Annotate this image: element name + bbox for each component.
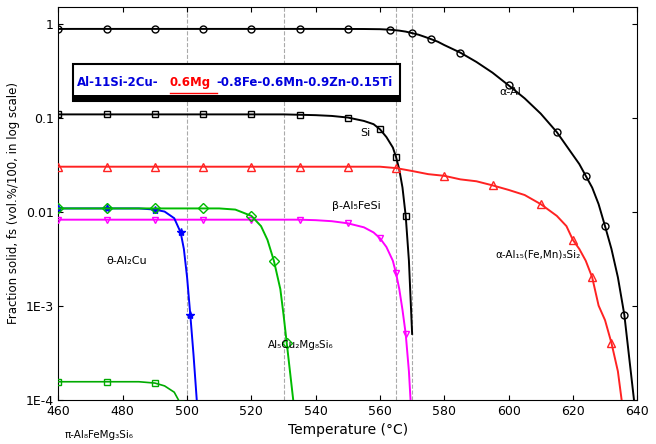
Text: Al-11Si-2Cu-: Al-11Si-2Cu- xyxy=(77,76,159,89)
Text: α-Al₁₅(Fe,Mn)₃Si₂: α-Al₁₅(Fe,Mn)₃Si₂ xyxy=(496,250,581,259)
Text: β-Al₅FeSi: β-Al₅FeSi xyxy=(332,201,380,211)
Text: -0.8Fe-0.6Mn-0.9Zn-0.15Ti: -0.8Fe-0.6Mn-0.9Zn-0.15Ti xyxy=(216,76,393,89)
Bar xyxy=(73,95,400,101)
Bar xyxy=(73,64,400,101)
Y-axis label: Fraction solid, fs (vol.%/100, in log scale): Fraction solid, fs (vol.%/100, in log sc… xyxy=(7,82,20,324)
X-axis label: Temperature (°C): Temperature (°C) xyxy=(288,423,408,437)
Text: α-Al: α-Al xyxy=(499,87,521,97)
Text: π-Al₈FeMg₃Si₆: π-Al₈FeMg₃Si₆ xyxy=(65,430,134,440)
Text: 0.6Mg: 0.6Mg xyxy=(170,76,211,89)
Text: Si: Si xyxy=(361,128,371,138)
Text: θ-Al₂Cu: θ-Al₂Cu xyxy=(107,256,148,266)
Text: Al₅Cu₂Mg₈Si₆: Al₅Cu₂Mg₈Si₆ xyxy=(268,340,333,350)
